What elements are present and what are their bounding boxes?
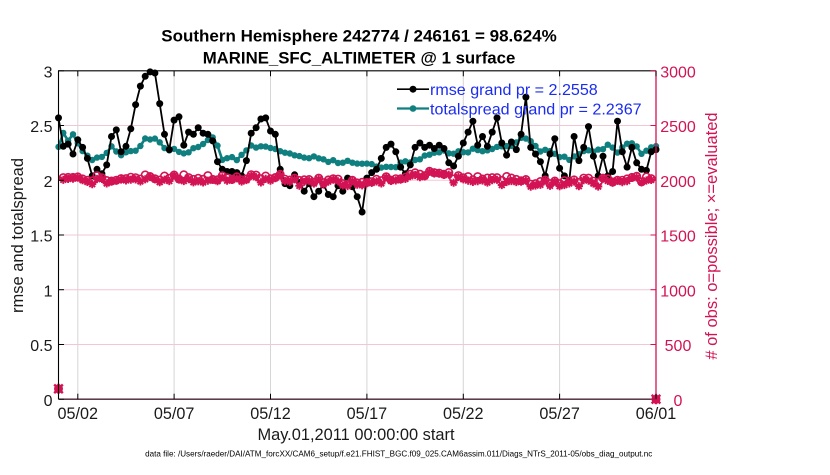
svg-text:1: 1 [44, 283, 53, 300]
svg-text:2500: 2500 [660, 119, 696, 136]
svg-text:05/02: 05/02 [58, 405, 99, 423]
svg-text:2.5: 2.5 [30, 119, 52, 136]
svg-text:0: 0 [674, 393, 683, 410]
svg-text:2: 2 [44, 174, 53, 191]
svg-text:2000: 2000 [660, 174, 696, 191]
svg-text:3: 3 [44, 64, 53, 81]
svg-text:05/12: 05/12 [250, 405, 291, 423]
svg-text:500: 500 [665, 338, 692, 355]
svg-text:1.5: 1.5 [30, 229, 52, 246]
svg-text:0.5: 0.5 [30, 338, 52, 355]
svg-text:totalspread grand pr = 2.2367: totalspread grand pr = 2.2367 [430, 100, 642, 118]
svg-text:rmse grand pr = 2.2558: rmse grand pr = 2.2558 [430, 81, 598, 99]
svg-text:06/01: 06/01 [636, 405, 677, 423]
svg-text:05/27: 05/27 [539, 405, 580, 423]
svg-text:3000: 3000 [660, 64, 696, 81]
svg-text:05/07: 05/07 [154, 405, 195, 423]
svg-text:May.01,2011 00:00:00 start: May.01,2011 00:00:00 start [257, 426, 455, 444]
svg-text:MARINE_SFC_ALTIMETER @ 1 surfa: MARINE_SFC_ALTIMETER @ 1 surface [203, 49, 516, 68]
svg-text:05/22: 05/22 [443, 405, 484, 423]
svg-text:1500: 1500 [660, 229, 696, 246]
svg-text:1000: 1000 [660, 283, 696, 300]
svg-text:data file: /Users/raeder/DAI/A: data file: /Users/raeder/DAI/ATM_forcXX/… [145, 450, 652, 459]
svg-text:05/17: 05/17 [347, 405, 388, 423]
svg-text:0: 0 [44, 393, 53, 410]
svg-text:rmse and totalspread: rmse and totalspread [9, 158, 27, 313]
svg-text:Southern Hemisphere 242774 / 2: Southern Hemisphere 242774 / 246161 = 98… [161, 27, 556, 46]
svg-text:# of obs: o=possible; ×=evalua: # of obs: o=possible; ×=evaluated [703, 112, 721, 359]
